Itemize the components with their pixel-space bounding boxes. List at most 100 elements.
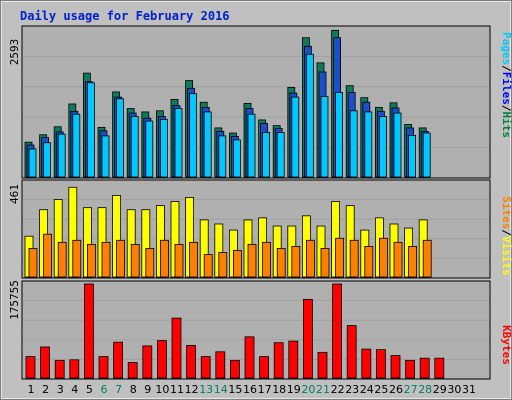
legend-visits: Visits xyxy=(500,236,512,276)
sites-bar-day-21 xyxy=(320,248,330,278)
pages-bar-day-17 xyxy=(262,132,271,178)
x-tick-label: 6 xyxy=(101,383,108,396)
kbytes-bar-day-18 xyxy=(273,342,284,379)
kbytes-bar-day-13 xyxy=(200,356,211,379)
pages-bar-day-8 xyxy=(130,116,139,178)
sites-bar-day-6 xyxy=(101,241,111,278)
sites-bar-day-22 xyxy=(335,237,345,278)
x-tick-label: 26 xyxy=(389,383,403,396)
sites-bar-day-9 xyxy=(145,248,155,278)
kbytes-bar-day-14 xyxy=(215,351,226,379)
bottom-right-legend: KBytes xyxy=(500,325,512,365)
sites-bar-day-4 xyxy=(72,239,82,278)
pages-bar-day-24 xyxy=(364,111,373,178)
x-tick-label: 9 xyxy=(144,383,151,396)
legend-sep-2: / xyxy=(500,105,512,112)
x-tick-label: 8 xyxy=(130,383,137,396)
x-tick-labels: 1 2 3 4 5 6 7 8 9 10 11 12 13 14 15 16 17 18 19 20 21 22 23 24 2… xyxy=(28,383,477,396)
kbytes-bar-day-10 xyxy=(156,340,167,379)
pages-bar-day-16 xyxy=(247,113,256,178)
pages-bar-day-18 xyxy=(276,132,285,178)
x-tick-label: 1 xyxy=(28,383,35,396)
pages-bar-day-25 xyxy=(378,116,387,178)
pages-bar-day-6 xyxy=(101,135,110,178)
legend-pages: Pages xyxy=(500,32,512,65)
visits-sites-bars xyxy=(24,186,432,278)
kbytes-bar-day-22 xyxy=(332,283,343,379)
pages-bar-day-3 xyxy=(57,133,66,178)
sites-bar-day-25 xyxy=(378,237,388,278)
sites-bar-day-5 xyxy=(87,243,96,278)
legend-sep-3: / xyxy=(500,229,512,236)
middle-right-legend-text: Sites/Visits xyxy=(500,196,512,276)
kbytes-bar-day-9 xyxy=(142,345,153,379)
legend-sites: Sites xyxy=(500,196,512,229)
x-tick-label: 2 xyxy=(42,383,49,396)
sites-bar-day-19 xyxy=(291,246,301,278)
kbytes-bar-day-29 xyxy=(434,357,445,379)
sites-bar-day-20 xyxy=(305,239,315,278)
pages-bar-day-20 xyxy=(305,53,314,178)
chart-title: Daily usage for February 2016 xyxy=(20,9,230,23)
kbytes-bar-day-26 xyxy=(390,355,401,379)
x-tick-label: 3 xyxy=(57,383,64,396)
x-tick-label: 7 xyxy=(115,383,122,396)
x-tick-label: 12 xyxy=(185,383,199,396)
kbytes-bar-day-23 xyxy=(346,325,357,379)
x-tick-label: 11 xyxy=(170,383,184,396)
pages-bar-day-1 xyxy=(28,148,37,178)
sites-bar-day-3 xyxy=(57,241,67,278)
x-tick-label: 27 xyxy=(404,383,418,396)
pages-bar-day-23 xyxy=(349,110,358,178)
middle-right-legend: Sites/Visits xyxy=(500,196,512,276)
pages-bar-day-4 xyxy=(72,113,81,178)
kbytes-bar-day-27 xyxy=(405,359,416,379)
legend-hits: Hits xyxy=(500,112,512,139)
sites-bar-day-28 xyxy=(422,239,432,278)
kbytes-bar-day-28 xyxy=(419,357,430,379)
pages-bar-day-7 xyxy=(116,98,124,178)
sites-bar-day-26 xyxy=(393,241,403,278)
sites-bar-day-14 xyxy=(218,252,228,278)
top-ymax-label: 2593 xyxy=(8,39,21,66)
x-tick-label: 13 xyxy=(199,383,213,396)
legend-sep-1: / xyxy=(500,65,512,72)
kbytes-bar-day-5 xyxy=(84,283,94,379)
kbytes-bar-day-11 xyxy=(171,317,182,379)
sites-bar-day-27 xyxy=(408,246,418,278)
hits-files-pages-bars xyxy=(24,29,431,178)
top-right-legend: Pages/Files/Hits xyxy=(500,32,512,138)
sites-bar-day-17 xyxy=(262,241,272,278)
kbytes-bar-day-19 xyxy=(288,340,299,379)
pages-bar-day-14 xyxy=(218,135,227,178)
x-tick-label: 30 xyxy=(447,383,461,396)
x-tick-label: 5 xyxy=(86,383,93,396)
sites-bar-day-24 xyxy=(364,246,374,278)
x-tick-label: 24 xyxy=(360,383,374,396)
x-tick-label: 16 xyxy=(243,383,257,396)
pages-bar-day-21 xyxy=(320,96,329,178)
kbytes-bar-day-2 xyxy=(40,346,50,379)
middle-ymax-label: 461 xyxy=(8,184,21,204)
x-tick-label: 22 xyxy=(331,383,345,396)
pages-bar-day-9 xyxy=(145,120,154,178)
sites-bar-day-13 xyxy=(203,254,213,278)
pages-bar-day-13 xyxy=(203,111,212,178)
x-tick-label: 15 xyxy=(228,383,242,396)
kbytes-bar-day-20 xyxy=(302,298,313,379)
kbytes-bar-day-15 xyxy=(229,359,240,379)
kbytes-bar-day-25 xyxy=(375,349,386,379)
x-tick-label: 29 xyxy=(433,383,447,396)
kbytes-bar-day-17 xyxy=(259,356,270,379)
x-tick-label: 23 xyxy=(345,383,359,396)
sites-bar-day-23 xyxy=(349,239,359,278)
kbytes-bars xyxy=(25,283,445,379)
pages-bar-day-19 xyxy=(291,96,300,178)
x-tick-label: 28 xyxy=(418,383,432,396)
x-tick-label: 18 xyxy=(272,383,286,396)
pages-bar-day-26 xyxy=(393,112,402,178)
kbytes-bar-day-21 xyxy=(317,351,328,379)
